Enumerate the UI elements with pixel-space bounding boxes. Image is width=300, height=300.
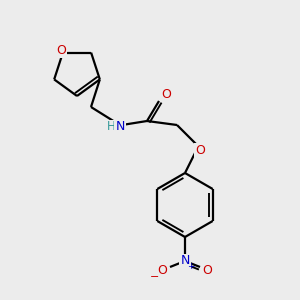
- Text: N: N: [180, 254, 190, 268]
- Text: O: O: [161, 88, 171, 100]
- Text: −: −: [150, 272, 160, 282]
- Text: N: N: [115, 121, 125, 134]
- Text: O: O: [56, 44, 66, 57]
- Text: +: +: [187, 262, 194, 271]
- Text: O: O: [195, 143, 205, 157]
- Text: H: H: [106, 121, 116, 134]
- Text: O: O: [157, 265, 167, 278]
- Text: O: O: [202, 265, 212, 278]
